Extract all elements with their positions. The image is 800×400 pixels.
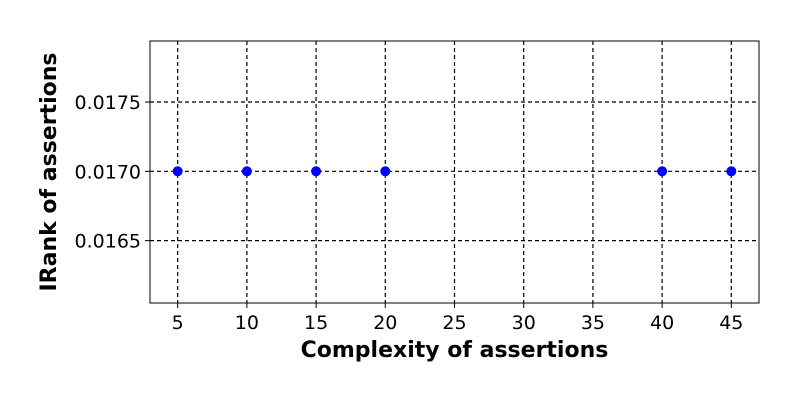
x-tick-label: 35 [581, 312, 605, 334]
grid [150, 41, 759, 303]
data-point [380, 166, 391, 177]
axis-ticks: 5 10 15 20 25 30 35 40 45 0.0165 0.0170 0.0175 [75, 92, 744, 334]
y-axis-label: IRank of assertions [37, 52, 62, 291]
x-tick-label: 25 [442, 312, 466, 334]
plot-area-frame [149, 40, 760, 304]
data-point [311, 166, 322, 177]
x-tick-label: 30 [512, 312, 536, 334]
x-axis-label: Complexity of assertions [301, 338, 609, 363]
y-tick-label: 0.0175 [75, 92, 141, 114]
x-tick-label: 40 [650, 312, 674, 334]
data-point [241, 166, 252, 177]
data-point [657, 166, 668, 177]
x-tick-label: 20 [373, 312, 397, 334]
x-tick-label: 5 [172, 312, 184, 334]
x-tick-label: 15 [304, 312, 328, 334]
data-point [172, 166, 183, 177]
y-tick-label: 0.0170 [75, 161, 141, 183]
data-point [726, 166, 737, 177]
x-tick-label: 10 [235, 312, 259, 334]
x-tick-label: 45 [719, 312, 743, 334]
data-points [172, 166, 737, 177]
y-tick-label: 0.0165 [75, 231, 141, 253]
